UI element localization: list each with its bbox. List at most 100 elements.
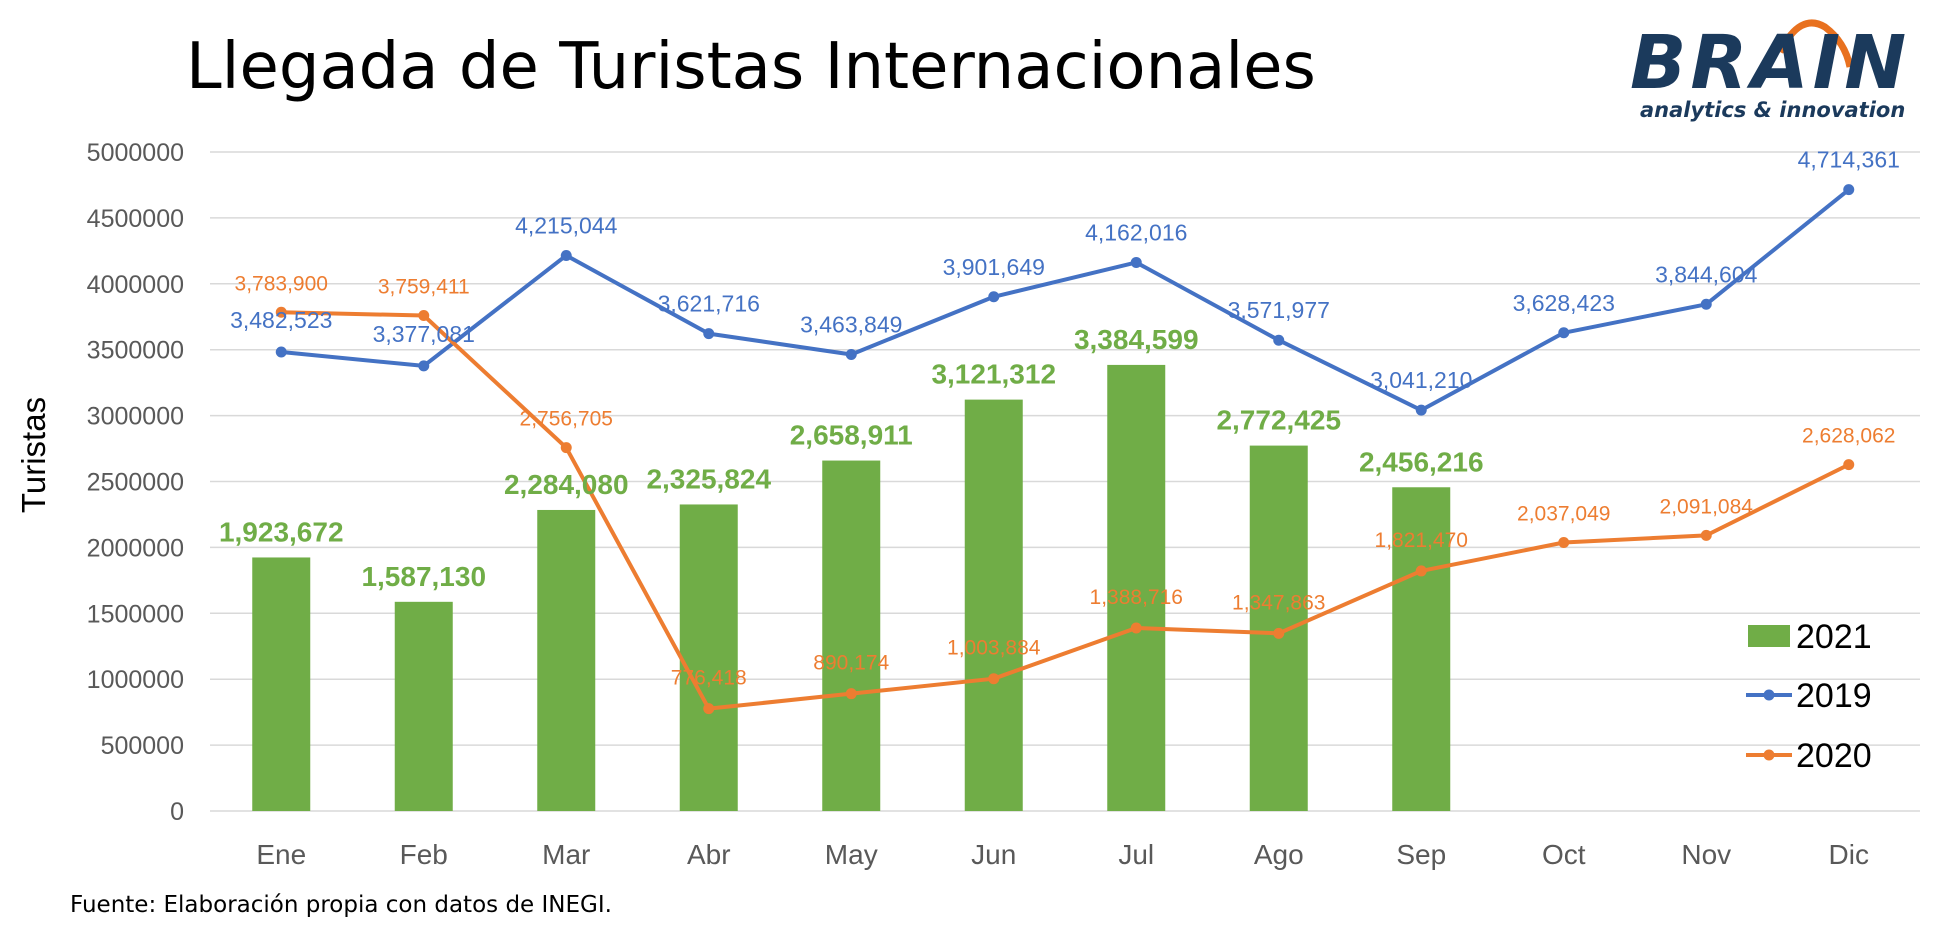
line-value-label: 3,482,523	[230, 307, 332, 333]
logo-tagline: analytics & innovation	[1640, 98, 1906, 122]
line-value-label: 3,571,977	[1228, 297, 1330, 323]
x-tick-label: Ago	[1254, 839, 1304, 870]
line-value-label: 1,821,470	[1375, 529, 1468, 552]
line-value-label: 4,162,016	[1085, 219, 1187, 245]
y-tick-label: 3000000	[87, 403, 184, 431]
chart-title: Llegada de Turistas Internacionales	[186, 30, 1316, 104]
y-tick-label: 4500000	[87, 205, 184, 233]
point-2020	[845, 688, 857, 700]
bar-value-label: 1,587,130	[361, 561, 486, 592]
bar-2021	[964, 399, 1023, 811]
y-tick-label: 2500000	[87, 469, 184, 497]
x-tick-label: Jun	[971, 839, 1016, 870]
bar-value-label: 3,121,312	[931, 359, 1056, 390]
line-2019	[281, 188, 1851, 413]
series-lines	[275, 184, 1855, 715]
y-tick-label: 3500000	[87, 337, 184, 365]
x-tick-label: Ene	[256, 839, 306, 870]
x-axis: Ene Feb Mar Abr May Jun Jul Ago Sep Oct Nov Dic	[256, 839, 1869, 870]
logo-arc-icon	[1776, 19, 1854, 68]
point-2019	[275, 346, 287, 358]
line-value-label: 1,388,716	[1090, 586, 1183, 609]
point-2019	[988, 291, 1000, 303]
legend: 2021 2019 2020	[1746, 618, 1872, 775]
line-value-label: 4,714,361	[1798, 147, 1900, 173]
point-2020	[988, 673, 1000, 685]
y-axis: 0 500000 1000000 1500000 2000000 2500000 30000…	[87, 139, 184, 826]
bar-2021	[1107, 364, 1166, 811]
x-tick-label: May	[825, 839, 878, 870]
x-tick-label: Jul	[1118, 839, 1154, 870]
point-2020	[1130, 622, 1142, 634]
point-2019	[1700, 298, 1712, 310]
point-2020	[1558, 537, 1570, 549]
y-axis-label: Turistas	[15, 397, 52, 513]
bar-2021	[679, 504, 738, 811]
legend-label-2019: 2019	[1796, 677, 1872, 715]
line-value-label: 3,628,423	[1513, 290, 1615, 316]
y-tick-label: 1000000	[87, 666, 184, 694]
line-value-label: 890,174	[813, 652, 889, 675]
bar-2021	[394, 601, 453, 811]
bar-value-label: 2,456,216	[1359, 446, 1484, 477]
bar-value-label: 2,325,824	[646, 463, 771, 494]
logo-wordmark: BRAIN	[1630, 20, 1911, 106]
point-2019	[1558, 327, 1570, 339]
point-2020	[1700, 529, 1712, 541]
line-value-label: 3,901,649	[943, 254, 1045, 280]
bar-value-label: 2,772,425	[1216, 405, 1341, 436]
line-value-label: 2,091,084	[1660, 495, 1754, 518]
point-2020	[1273, 627, 1285, 639]
gridlines	[210, 151, 1920, 812]
y-tick-label: 5000000	[87, 139, 184, 167]
point-2020	[418, 310, 430, 322]
x-tick-label: Abr	[687, 839, 731, 870]
line-2020	[281, 310, 1850, 711]
legend-label-2020: 2020	[1796, 737, 1872, 775]
point-2019	[1415, 404, 1427, 416]
bar-value-label: 1,923,672	[219, 516, 344, 547]
line-value-label: 3,783,900	[235, 272, 328, 295]
y-tick-label: 0	[170, 798, 184, 826]
point-2019	[560, 249, 572, 261]
point-2019	[1130, 256, 1142, 268]
point-2019	[703, 328, 715, 340]
bar-value-label: 3,384,599	[1074, 324, 1199, 355]
line-value-label: 1,347,863	[1232, 591, 1325, 614]
point-2020	[560, 442, 572, 454]
line-value-label: 3,463,849	[800, 311, 902, 337]
y-tick-label: 1500000	[87, 600, 184, 628]
point-2019	[1843, 184, 1855, 196]
line-value-label: 3,377,081	[373, 321, 475, 347]
bar-2021	[1392, 487, 1451, 811]
y-tick-label: 4000000	[87, 271, 184, 299]
x-tick-label: Oct	[1542, 839, 1586, 870]
line-value-label: 3,041,210	[1370, 367, 1472, 393]
line-value-label: 2,037,049	[1517, 503, 1610, 526]
y-tick-label: 2000000	[87, 534, 184, 562]
point-2020	[1415, 565, 1427, 577]
bar-2021	[252, 557, 311, 811]
line-value-label: 1,003,884	[947, 637, 1041, 660]
point-2019	[1273, 334, 1285, 346]
legend-label-2021: 2021	[1796, 618, 1872, 656]
point-2020	[703, 703, 715, 715]
point-2020	[275, 306, 287, 318]
source-note: Fuente: Elaboración propia con datos de …	[70, 892, 612, 918]
brand-logo: BRAIN analytics & innovation	[1630, 12, 1915, 122]
bar-2021	[822, 460, 881, 811]
line-value-label: 776,418	[671, 667, 747, 690]
legend-marker-2019	[1763, 689, 1775, 701]
x-tick-label: Feb	[400, 839, 448, 870]
x-tick-label: Dic	[1829, 839, 1869, 870]
point-2019	[418, 360, 430, 372]
x-tick-label: Nov	[1681, 839, 1731, 870]
line-value-label: 2,756,705	[520, 408, 613, 431]
bar-2021	[537, 509, 596, 811]
line-value-label: 3,759,411	[378, 276, 470, 299]
legend-swatch-2021	[1748, 625, 1790, 647]
line-value-label: 3,621,716	[658, 291, 760, 317]
legend-marker-2020	[1763, 749, 1775, 761]
x-tick-label: Sep	[1396, 839, 1446, 870]
